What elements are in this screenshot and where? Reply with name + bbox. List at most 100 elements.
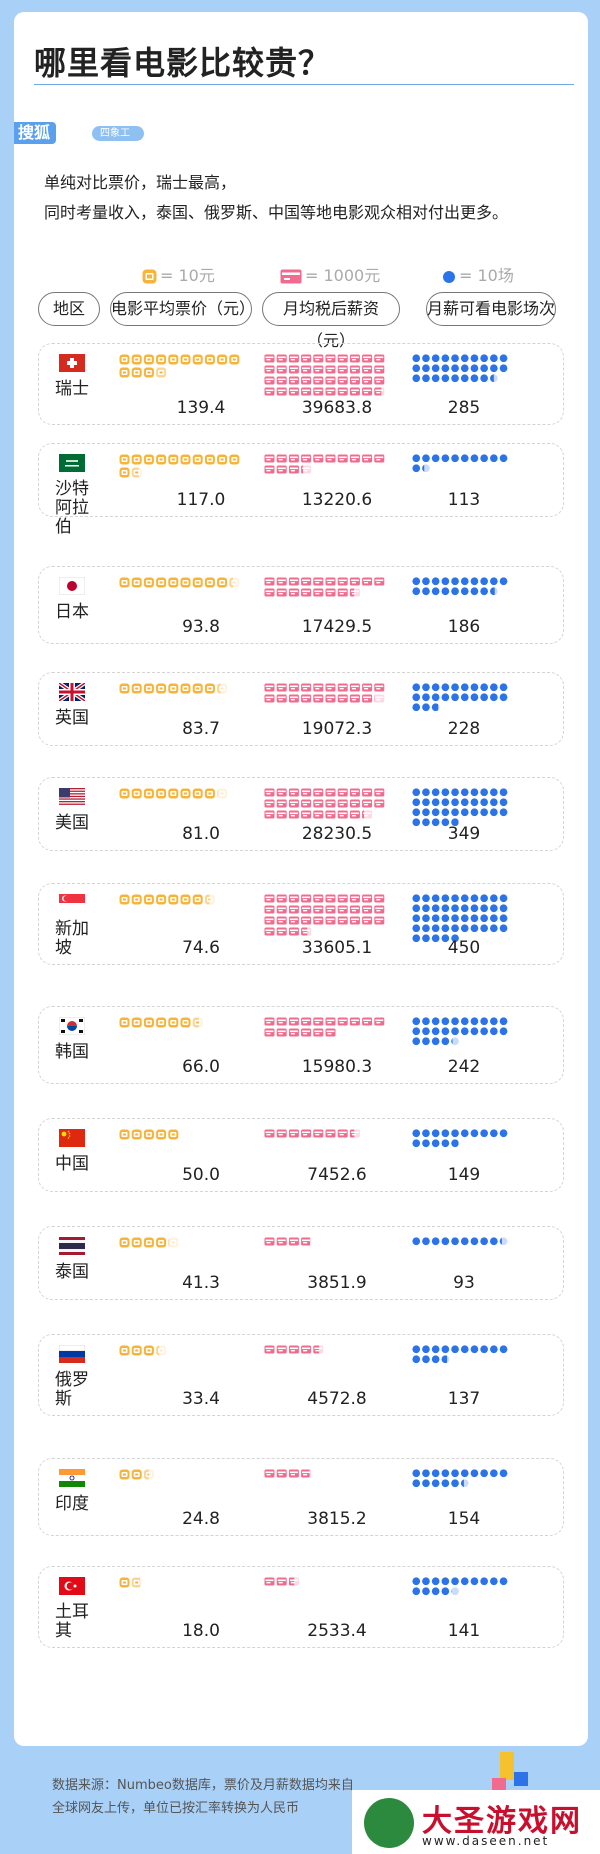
salary-mark [337, 1129, 348, 1138]
salary-icon-grid [264, 1345, 385, 1354]
movies-mark [431, 1027, 440, 1036]
movies-mark [499, 788, 508, 797]
salary-mark [276, 354, 287, 363]
movies-icon-grid [412, 1469, 508, 1488]
ticket-value-label: 74.6 [182, 938, 220, 958]
salary-card-icon [280, 269, 302, 284]
movies-mark [441, 374, 450, 383]
movies-mark [451, 924, 459, 933]
ticket-mark [131, 1577, 143, 1588]
salary-mark [276, 1577, 287, 1586]
salary-mark [276, 1017, 287, 1026]
movies-mark [441, 894, 450, 903]
salary-value-label: 3815.2 [307, 1509, 367, 1529]
salary-mark [337, 387, 348, 396]
ticket-icon [142, 269, 157, 284]
switzerland-flag [59, 354, 85, 372]
ticket-mark [180, 577, 191, 588]
movies-icon-grid [412, 1129, 508, 1148]
movies-mark [431, 364, 440, 373]
salary-mark [276, 588, 287, 597]
movies-mark [431, 798, 440, 807]
ticket-mark [119, 454, 130, 465]
movies-mark [451, 1479, 459, 1488]
salary-mark [301, 916, 312, 925]
salary-mark [276, 894, 287, 903]
footer-source: 数据来源：Numbeo数据库，票价及月薪数据均来自 全球网友上传，单位已按汇率转… [52, 1774, 354, 1820]
movies-mark [431, 1129, 440, 1138]
movies-mark [499, 454, 508, 463]
salary-mark [264, 1577, 275, 1586]
movies-mark [431, 1469, 440, 1478]
salary-mark [288, 376, 299, 385]
country-name: 土耳其 [55, 1602, 89, 1641]
salary-mark [288, 577, 299, 586]
movies-mark [412, 577, 421, 586]
salary-mark [325, 588, 336, 597]
salary-mark [301, 926, 313, 936]
salary-mark [313, 454, 324, 463]
title-underline [34, 84, 574, 85]
salary-mark [288, 916, 299, 925]
salary-mark [288, 387, 299, 396]
salary-mark [264, 354, 275, 363]
movies-mark [451, 587, 459, 596]
movies-mark [489, 1017, 498, 1026]
ticket-mark [119, 894, 130, 905]
country-row: 瑞士 139.4 39683.8 285 [38, 343, 564, 425]
movies-mark [489, 577, 498, 586]
movies-mark [489, 924, 498, 933]
movies-icon-grid [412, 1345, 508, 1364]
country-row: 泰国 41.3 3851.9 93 [38, 1226, 564, 1300]
movies-value-label: 450 [447, 938, 481, 958]
salary-mark [276, 927, 287, 936]
movies-mark [489, 1577, 498, 1586]
ticket-mark [229, 454, 240, 465]
movies-mark [412, 894, 421, 903]
salary-value-label: 7452.6 [307, 1165, 367, 1185]
salary-mark [301, 1129, 312, 1138]
movies-mark [451, 374, 459, 383]
sohu-logo: 搜狐 [14, 122, 57, 144]
movies-mark [441, 818, 450, 827]
salary-mark [264, 1469, 275, 1478]
movies-mark [470, 454, 479, 463]
salary-mark [325, 365, 336, 374]
ticket-mark [131, 367, 142, 378]
movies-mark [422, 703, 430, 712]
salary-mark [276, 376, 287, 385]
ticket-mark [119, 367, 130, 378]
ticket-mark [156, 1129, 167, 1140]
movies-mark [460, 1129, 469, 1138]
movies-value-label: 149 [447, 1165, 481, 1185]
salary-mark [288, 1017, 299, 1026]
movies-mark [422, 1027, 430, 1036]
movies-mark [460, 354, 469, 363]
ticket-mark [168, 354, 179, 365]
movies-mark [470, 904, 479, 913]
movies-mark [422, 1355, 430, 1364]
salary-mark [325, 799, 336, 808]
salary-mark [276, 905, 287, 914]
ticket-icon-grid [119, 1129, 240, 1140]
ticket-mark [119, 1017, 130, 1028]
movies-mark [422, 1479, 430, 1488]
salary-value-label: 33605.1 [301, 938, 373, 958]
salary-mark [337, 694, 348, 703]
movies-mark [489, 693, 498, 702]
salary-mark [313, 905, 324, 914]
country-name: 沙特阿拉伯 [55, 479, 89, 537]
movies-mark [441, 1577, 450, 1586]
salary-mark [288, 1345, 299, 1354]
movies-mark [470, 1469, 479, 1478]
salary-mark [325, 577, 336, 586]
movies-mark [460, 1345, 469, 1354]
movies-mark [470, 587, 479, 596]
movies-mark [431, 1355, 440, 1364]
ticket-mark [168, 1017, 179, 1028]
movies-mark [470, 1027, 479, 1036]
salary-mark [313, 1129, 324, 1138]
movies-mark [431, 894, 440, 903]
movies-icon-grid [412, 788, 508, 827]
salary-mark [313, 588, 324, 597]
